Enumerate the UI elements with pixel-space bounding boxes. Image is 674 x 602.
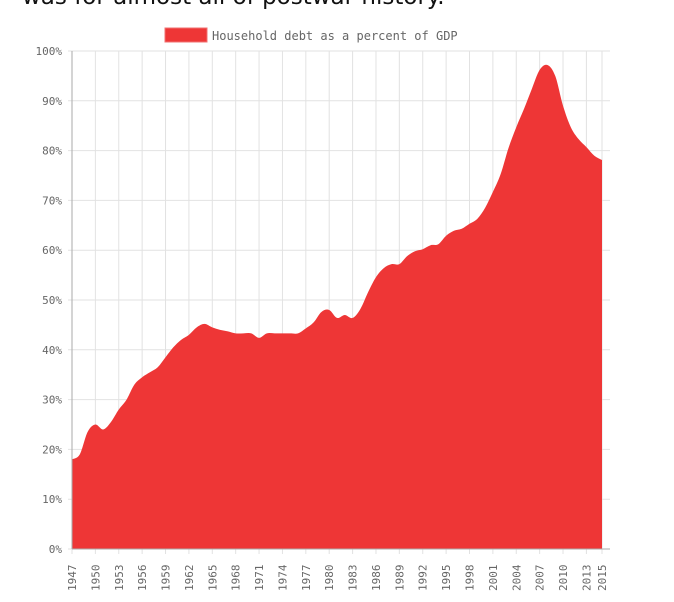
y-tick-label: 80%: [42, 145, 62, 158]
x-tick-label: 1995: [440, 565, 453, 592]
x-tick-label: 1965: [206, 565, 219, 592]
x-tick-label: 1956: [136, 565, 149, 592]
legend-swatch: [164, 27, 208, 43]
x-tick-label: 1986: [370, 565, 383, 592]
x-tick-label: 1947: [66, 565, 79, 592]
y-tick-label: 30%: [42, 394, 62, 407]
page-title-fragment: was for almost all of postwar history.: [22, 0, 445, 10]
x-tick-label: 1959: [160, 565, 173, 592]
y-tick-label: 20%: [42, 443, 62, 456]
x-tick-label: 1998: [464, 565, 477, 592]
y-tick-label: 10%: [42, 493, 62, 506]
legend: Household debt as a percent of GDP: [164, 27, 458, 43]
x-tick-label: 1989: [393, 565, 406, 592]
legend-label: Household debt as a percent of GDP: [212, 29, 458, 43]
x-tick-label: 2015: [596, 565, 609, 592]
axes: 0% 10% 20% 30% 40% 50% 60% 70% 80% 90% 100% 1947 195…: [36, 45, 610, 592]
x-tick-label: 2007: [534, 565, 547, 592]
x-tick-label: 1992: [417, 565, 430, 592]
x-tick-label: 1977: [300, 565, 313, 592]
x-tick-label: 1980: [323, 565, 336, 592]
y-tick-label: 60%: [42, 244, 62, 257]
y-tick-label: 40%: [42, 344, 62, 357]
x-tick-label: 1983: [347, 565, 360, 592]
x-tick-label: 1962: [183, 565, 196, 592]
x-tick-label: 2013: [580, 565, 593, 592]
y-tick-label: 90%: [42, 95, 62, 108]
x-tick-label: 1968: [230, 565, 243, 592]
x-tick-label: 1974: [276, 564, 289, 591]
y-tick-label: 100%: [36, 45, 63, 58]
x-tick-label: 1950: [89, 565, 102, 592]
area-series-household-debt: [72, 64, 602, 549]
x-tick-label: 1953: [113, 565, 126, 592]
x-tick-label: 2004: [510, 564, 523, 591]
x-tick-label: 2010: [557, 565, 570, 592]
y-tick-label: 0%: [49, 543, 63, 556]
x-tick-label: 2001: [487, 565, 500, 592]
y-tick-label: 70%: [42, 194, 62, 207]
x-tick-label: 1971: [253, 565, 266, 592]
y-tick-label: 50%: [42, 294, 62, 307]
